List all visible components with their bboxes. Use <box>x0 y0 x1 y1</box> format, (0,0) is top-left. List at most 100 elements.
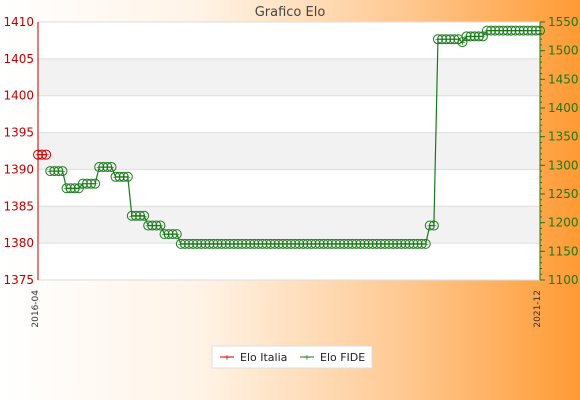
data-point <box>204 238 215 249</box>
data-point <box>486 25 497 36</box>
data-point <box>212 238 223 249</box>
data-point <box>249 238 260 249</box>
data-point <box>69 183 80 194</box>
data-point <box>428 220 439 231</box>
data-point-marker: + <box>431 222 438 231</box>
data-point <box>228 238 239 249</box>
data-point <box>371 238 382 249</box>
data-point <box>335 238 346 249</box>
data-point <box>200 238 211 249</box>
data-point <box>445 34 456 45</box>
data-point <box>518 25 529 36</box>
data-point <box>375 238 386 249</box>
data-point <box>522 25 533 36</box>
data-point <box>290 238 301 249</box>
data-point <box>530 25 541 36</box>
data-point-marker: + <box>108 163 115 172</box>
right-tick-label: 1450 <box>548 72 579 86</box>
data-point <box>224 238 235 249</box>
data-point <box>90 178 101 189</box>
data-point <box>167 229 178 240</box>
data-point <box>57 166 68 177</box>
data-point <box>98 162 109 173</box>
right-tick-label: 1250 <box>548 187 579 201</box>
data-point <box>253 238 264 249</box>
data-point <box>232 238 243 249</box>
data-point <box>122 171 133 182</box>
data-point <box>347 238 358 249</box>
data-point-marker: + <box>173 230 180 239</box>
data-point <box>294 238 305 249</box>
right-tick-label: 1400 <box>548 101 579 115</box>
data-point <box>192 238 203 249</box>
data-point <box>318 238 329 249</box>
data-point <box>510 25 521 36</box>
right-tick-label: 1500 <box>548 44 579 58</box>
data-point <box>179 238 190 249</box>
right-tick-label: 1200 <box>548 216 579 230</box>
data-point <box>420 238 431 249</box>
right-tick-label: 1550 <box>548 15 579 29</box>
data-point <box>151 220 162 231</box>
data-point <box>355 238 366 249</box>
data-point <box>257 238 268 249</box>
data-point <box>237 238 248 249</box>
data-point <box>437 34 448 45</box>
data-point-marker: + <box>75 184 82 193</box>
data-point <box>396 238 407 249</box>
data-point <box>306 238 317 249</box>
data-point <box>61 183 72 194</box>
data-point <box>49 166 60 177</box>
legend-swatch-marker: + <box>224 353 231 362</box>
data-point <box>424 220 435 231</box>
data-point <box>37 149 48 160</box>
data-point <box>265 238 276 249</box>
data-point <box>53 166 64 177</box>
data-point-marker: + <box>537 27 544 36</box>
data-point <box>302 238 313 249</box>
data-point <box>163 229 174 240</box>
data-point <box>404 238 415 249</box>
x-label-end: 2021-12 <box>533 290 543 328</box>
left-tick-label: 1375 <box>3 273 34 287</box>
data-point <box>388 238 399 249</box>
left-tick-label: 1410 <box>3 15 34 29</box>
data-point <box>139 210 150 221</box>
legend-entry: Elo Italia <box>240 351 287 364</box>
data-point <box>33 149 43 160</box>
data-point <box>208 238 219 249</box>
data-point <box>490 25 501 36</box>
data-point <box>45 166 56 177</box>
data-point <box>298 238 309 249</box>
data-point <box>343 238 354 249</box>
data-point-marker: + <box>157 222 164 231</box>
data-point <box>441 34 452 45</box>
data-point-marker: + <box>459 38 466 47</box>
data-point <box>273 238 284 249</box>
data-point <box>526 25 537 36</box>
data-point <box>367 238 378 249</box>
data-point <box>126 210 137 221</box>
data-point <box>171 229 182 240</box>
data-point <box>339 238 350 249</box>
data-point <box>465 31 476 42</box>
data-point <box>175 238 186 249</box>
data-point <box>135 210 146 221</box>
data-point <box>188 238 199 249</box>
data-point <box>392 238 403 249</box>
data-point <box>326 238 337 249</box>
left-tick-label: 1395 <box>3 126 34 140</box>
data-point <box>155 220 166 231</box>
data-point <box>241 238 252 249</box>
data-point <box>379 238 390 249</box>
data-point-marker: + <box>124 173 131 182</box>
data-point <box>94 162 105 173</box>
data-point <box>41 149 52 160</box>
data-point <box>322 238 333 249</box>
data-point <box>481 25 492 36</box>
data-point <box>286 238 297 249</box>
data-point <box>81 178 92 189</box>
grid-band <box>38 132 540 170</box>
